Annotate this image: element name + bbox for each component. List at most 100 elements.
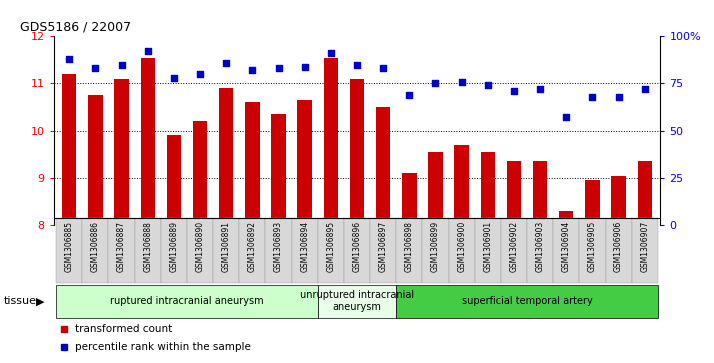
Text: GSM1306898: GSM1306898	[405, 221, 414, 272]
Point	[169, 75, 180, 81]
Bar	[318, 285, 396, 318]
Bar	[187, 218, 213, 283]
Point	[299, 64, 311, 69]
Point	[246, 68, 258, 73]
Bar	[423, 218, 448, 283]
Bar	[62, 74, 76, 225]
Point	[221, 60, 232, 66]
Bar	[245, 102, 260, 225]
Point	[194, 71, 206, 77]
Text: GSM1306896: GSM1306896	[353, 221, 361, 272]
Bar	[109, 218, 135, 283]
Text: unruptured intracranial
aneurysm: unruptured intracranial aneurysm	[300, 290, 414, 312]
Text: GSM1306887: GSM1306887	[117, 221, 126, 272]
Bar	[396, 218, 423, 283]
Bar	[507, 161, 521, 225]
Bar	[605, 218, 632, 283]
Point	[378, 65, 389, 71]
Bar	[193, 121, 207, 225]
Bar	[585, 180, 600, 225]
Bar	[350, 79, 364, 225]
Bar	[239, 218, 266, 283]
Bar	[454, 145, 469, 225]
Point	[64, 56, 75, 62]
Text: GSM1306886: GSM1306886	[91, 221, 100, 272]
Text: GSM1306889: GSM1306889	[169, 221, 178, 272]
Bar	[135, 218, 161, 283]
Bar	[553, 218, 579, 283]
Text: percentile rank within the sample: percentile rank within the sample	[75, 342, 251, 352]
Text: GSM1306907: GSM1306907	[640, 221, 649, 272]
Bar	[298, 100, 312, 225]
Text: GSM1306901: GSM1306901	[483, 221, 492, 272]
Bar	[579, 218, 605, 283]
Point	[273, 65, 284, 71]
Bar	[344, 218, 370, 283]
Text: GSM1306890: GSM1306890	[196, 221, 204, 272]
Point	[430, 81, 441, 86]
Text: GSM1306900: GSM1306900	[457, 221, 466, 272]
Bar	[611, 175, 625, 225]
Bar	[559, 211, 573, 225]
Point	[456, 79, 468, 85]
Text: GSM1306899: GSM1306899	[431, 221, 440, 272]
Point	[116, 62, 127, 68]
Bar	[213, 218, 239, 283]
Text: GSM1306894: GSM1306894	[300, 221, 309, 272]
Point	[403, 92, 415, 98]
Bar	[632, 218, 658, 283]
Bar	[481, 152, 495, 225]
Bar	[56, 285, 318, 318]
Text: tissue: tissue	[4, 296, 36, 306]
Point	[560, 115, 572, 121]
Bar	[527, 218, 553, 283]
Point	[351, 62, 363, 68]
Bar	[166, 135, 181, 225]
Point	[534, 86, 545, 92]
Bar	[271, 114, 286, 225]
Text: GSM1306885: GSM1306885	[65, 221, 74, 272]
Point	[482, 82, 493, 88]
Bar	[533, 161, 548, 225]
Text: GSM1306888: GSM1306888	[144, 221, 152, 272]
Bar	[266, 218, 291, 283]
Bar	[396, 285, 658, 318]
Text: transformed count: transformed count	[75, 323, 172, 334]
Text: GSM1306904: GSM1306904	[562, 221, 570, 272]
Bar	[291, 218, 318, 283]
Bar	[161, 218, 187, 283]
Text: GSM1306902: GSM1306902	[510, 221, 518, 272]
Text: GSM1306893: GSM1306893	[274, 221, 283, 272]
Text: superficial temporal artery: superficial temporal artery	[462, 296, 593, 306]
Text: GSM1306905: GSM1306905	[588, 221, 597, 272]
Bar	[370, 218, 396, 283]
Bar	[376, 107, 391, 225]
Point	[325, 50, 336, 56]
Point	[90, 65, 101, 71]
Bar	[475, 218, 501, 283]
Text: GDS5186 / 22007: GDS5186 / 22007	[20, 21, 131, 34]
Text: ▶: ▶	[36, 296, 44, 306]
Point	[508, 88, 520, 94]
Bar	[89, 95, 103, 225]
Point	[639, 86, 650, 92]
Text: ruptured intracranial aneurysm: ruptured intracranial aneurysm	[110, 296, 263, 306]
Bar	[219, 88, 233, 225]
Bar	[448, 218, 475, 283]
Text: GSM1306906: GSM1306906	[614, 221, 623, 272]
Bar	[428, 152, 443, 225]
Bar	[402, 173, 416, 225]
Point	[587, 94, 598, 99]
Text: GSM1306891: GSM1306891	[222, 221, 231, 272]
Bar	[638, 161, 652, 225]
Bar	[114, 79, 129, 225]
Bar	[501, 218, 527, 283]
Bar	[141, 57, 155, 225]
Point	[613, 94, 624, 99]
Text: GSM1306895: GSM1306895	[326, 221, 336, 272]
Text: GSM1306892: GSM1306892	[248, 221, 257, 272]
Bar	[56, 218, 82, 283]
Point	[142, 49, 154, 54]
Text: GSM1306897: GSM1306897	[378, 221, 388, 272]
Bar	[323, 57, 338, 225]
